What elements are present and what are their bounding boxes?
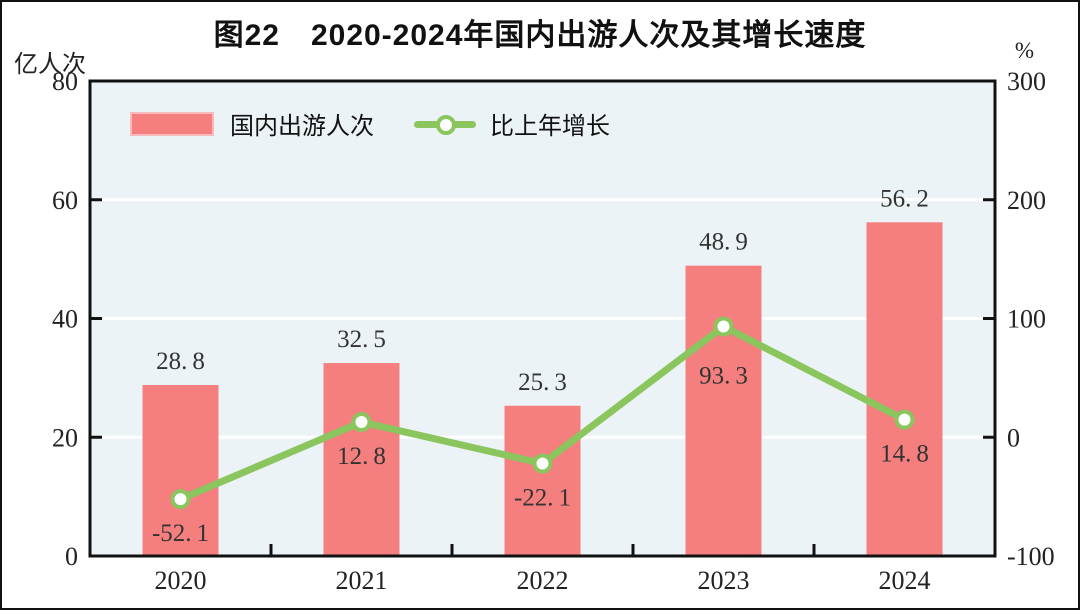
marker-2020	[170, 489, 191, 510]
bar-2022	[504, 405, 581, 556]
legend-bar-label: 国内出游人次	[230, 114, 374, 140]
chart-title: 图22 2020-2024年国内出游人次及其增长速度	[213, 19, 867, 52]
bar-value-label: 25. 3	[518, 369, 567, 396]
bar-value-label: 28. 8	[156, 348, 205, 375]
marker-2023	[713, 316, 734, 337]
x-axis-label: 2021	[336, 566, 388, 595]
right-axis-unit: %	[1014, 38, 1034, 63]
legend: 国内出游人次 比上年增长	[130, 106, 610, 141]
legend-line-marker-icon	[414, 112, 476, 136]
right-axis-tick-label: 200	[1007, 186, 1046, 215]
right-axis-tick-label: 100	[1007, 305, 1046, 334]
bar-value-label: 56. 2	[880, 185, 929, 212]
x-axis-label: 2024	[879, 566, 931, 595]
x-axis-label: 2022	[517, 566, 569, 595]
growth-value-label: 93. 3	[699, 362, 748, 389]
right-axis-tick-label: 0	[1007, 423, 1020, 452]
bar-value-label: 32. 5	[337, 326, 386, 353]
x-axis-label: 2020	[155, 566, 207, 595]
left-axis-tick-label: 60	[52, 186, 78, 215]
bar-2020	[142, 385, 219, 556]
growth-value-label: -52. 1	[152, 520, 209, 547]
bar-2024	[866, 222, 943, 556]
left-axis-tick-label: 40	[52, 305, 78, 334]
right-axis-tick-label: 300	[1007, 67, 1046, 96]
left-axis-tick-label: 0	[65, 542, 78, 571]
bar-2021	[323, 363, 400, 556]
marker-2024	[894, 409, 915, 430]
left-axis-tick-label: 80	[52, 67, 78, 96]
x-axis-label: 2023	[698, 566, 750, 595]
legend-line-label: 比上年增长	[490, 114, 610, 140]
bar-2023	[685, 265, 762, 556]
growth-value-label: 14. 8	[880, 441, 929, 468]
left-axis-tick-label: 20	[52, 423, 78, 452]
bar-value-label: 48. 9	[699, 229, 748, 256]
growth-value-label: 12. 8	[337, 443, 386, 470]
marker-2021	[351, 412, 372, 433]
growth-value-label: -22. 1	[514, 484, 571, 511]
right-axis-tick-label: -100	[1007, 542, 1055, 571]
left-axis-unit: 亿人次	[14, 52, 86, 78]
legend-bar-swatch-icon	[130, 111, 214, 136]
marker-2022	[532, 453, 553, 474]
